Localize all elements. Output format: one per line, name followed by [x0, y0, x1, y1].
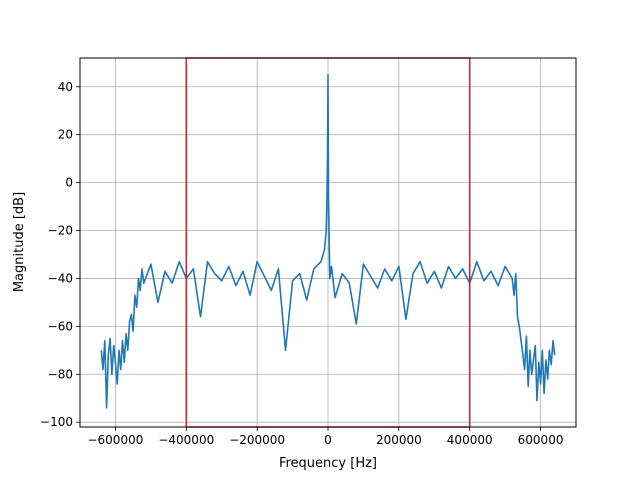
y-tick-label: 0	[65, 176, 73, 190]
y-tick-label: 40	[58, 80, 73, 94]
y-tick-label: −60	[48, 319, 73, 333]
x-tick-label: 0	[324, 433, 332, 447]
x-tick-label: −200000	[229, 433, 285, 447]
x-tick-label: 600000	[518, 433, 564, 447]
x-tick-label: −400000	[158, 433, 214, 447]
x-tick-label: 400000	[447, 433, 493, 447]
y-axis-label: Magnitude [dB]	[12, 192, 27, 292]
y-axis-ticks: −100 −80 −60 −40 −20 0 20 40	[40, 80, 80, 429]
x-tick-label: 200000	[376, 433, 422, 447]
y-tick-label: 20	[58, 128, 73, 142]
y-tick-label: −40	[48, 271, 73, 285]
x-axis-label: Frequency [Hz]	[279, 456, 377, 471]
y-tick-label: −80	[48, 367, 73, 381]
x-tick-label: −600000	[87, 433, 143, 447]
x-axis-ticks: −600000 −400000 −200000 0 200000 400000 600000	[87, 427, 563, 447]
plot-series	[100, 74, 556, 409]
y-tick-label: −20	[48, 224, 73, 238]
series-line	[100, 74, 556, 409]
y-tick-label: −100	[40, 415, 73, 429]
